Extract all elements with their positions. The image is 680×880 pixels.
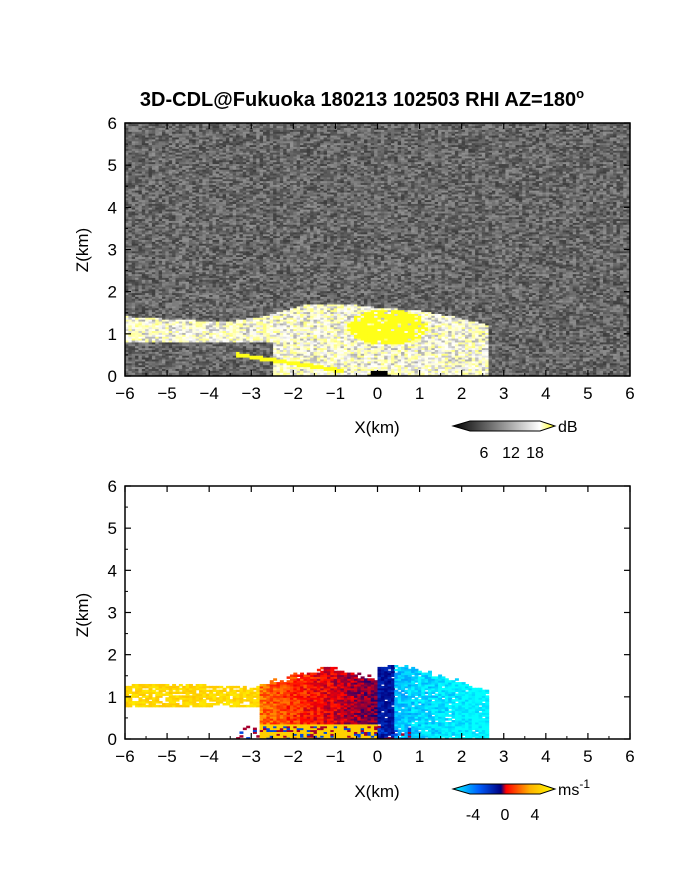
chart-title: 3D-CDL@Fukuoka 180213 102503 RHI AZ=180o — [140, 86, 584, 111]
backscatter-field — [125, 122, 631, 377]
